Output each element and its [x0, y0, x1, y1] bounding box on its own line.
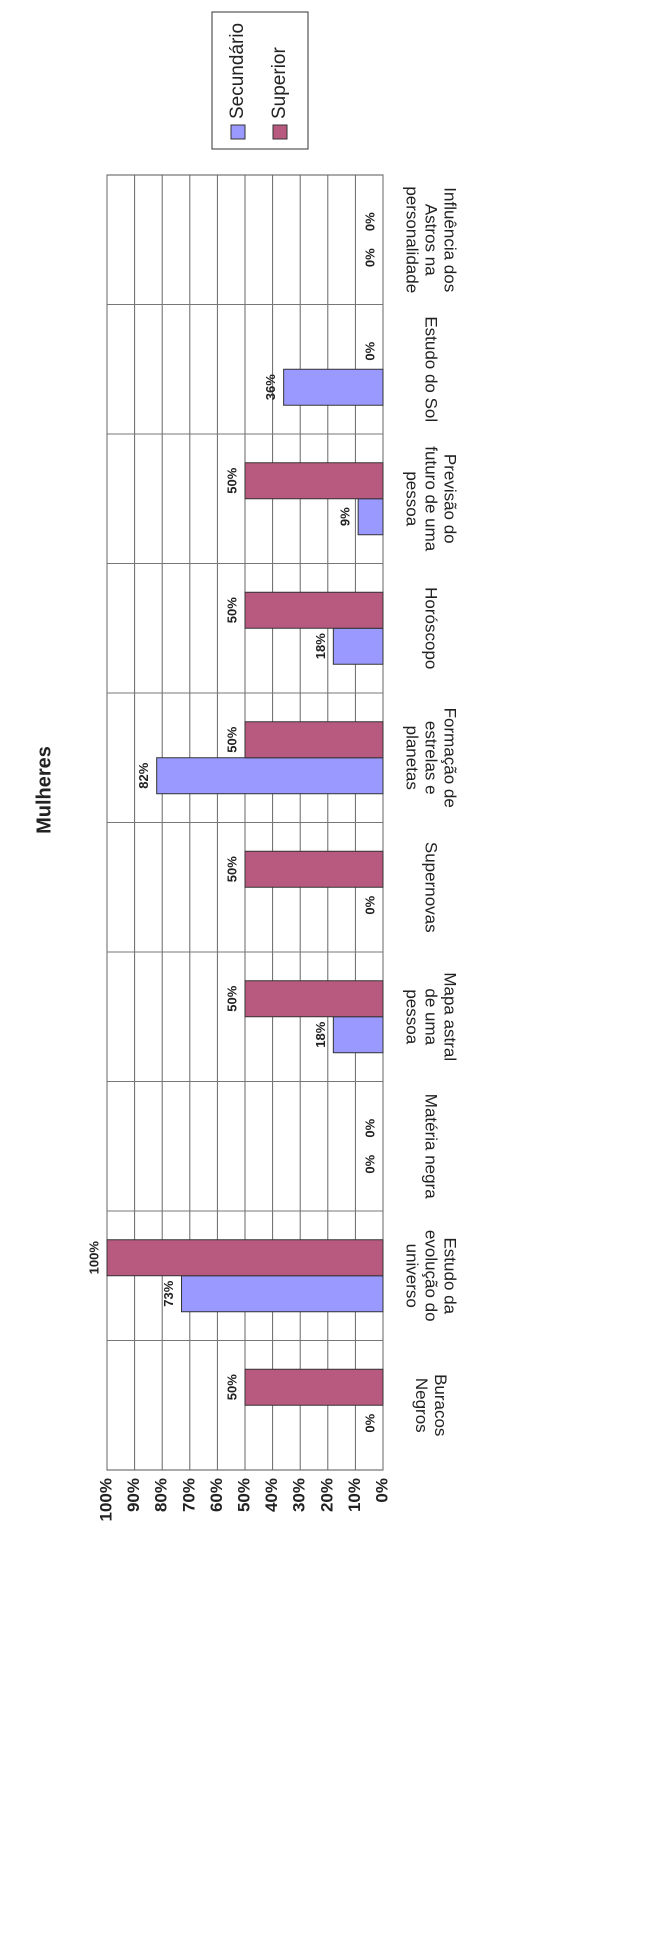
x-tick-label: Influência dos: [441, 187, 460, 292]
y-tick-label: 30%: [290, 1478, 309, 1512]
x-tick-label: de uma: [422, 988, 441, 1045]
value-label: 50%: [224, 467, 239, 493]
value-label: 50%: [224, 597, 239, 623]
value-label: 50%: [224, 985, 239, 1011]
x-tick-label: universo: [403, 1244, 422, 1308]
x-tick-label: personalidade: [403, 186, 422, 293]
legend-box: [211, 11, 309, 150]
legend: Secundário Superior: [211, 11, 309, 150]
value-label: 50%: [224, 856, 239, 882]
x-tick-label: Matéria negra: [422, 1094, 441, 1199]
y-tick-label: 0%: [372, 1478, 391, 1503]
legend-swatch: [272, 124, 288, 140]
value-label: 0%: [362, 248, 377, 267]
value-label: 100%: [86, 1241, 101, 1275]
value-label: 0%: [362, 341, 377, 360]
category-label: Matéria negra: [422, 1094, 441, 1199]
x-tick-label: estrelas e: [422, 721, 441, 795]
bar: [106, 1239, 384, 1277]
value-label: 36%: [263, 374, 278, 400]
bar: [244, 462, 384, 500]
rotated-chart: Mulheres 0% 10% 20% 30% 40% 50% 60% 70% 80% 90% 10…: [33, 11, 460, 1521]
y-tick-label: 70%: [179, 1478, 198, 1512]
x-tick-label: Mapa astral: [441, 972, 460, 1061]
y-tick-label: 100%: [96, 1478, 115, 1521]
chart-title: Mulheres: [33, 746, 55, 834]
value-label: 50%: [224, 1374, 239, 1400]
bar: [244, 1368, 384, 1406]
bar: [283, 368, 384, 406]
bar: [244, 850, 384, 888]
x-tick-label: pessoa: [403, 471, 422, 526]
x-tick-label: evolução do: [422, 1230, 441, 1322]
category-label: Horóscopo: [422, 587, 441, 669]
category-label: Estudo do Sol: [422, 316, 441, 422]
category-label: Supernovas: [422, 842, 441, 933]
x-tick-label: planetas: [403, 726, 422, 790]
value-label: 0%: [362, 895, 377, 914]
y-tick-label: 50%: [234, 1478, 253, 1512]
x-tick-label: pessoa: [403, 989, 422, 1044]
bar: [357, 498, 384, 536]
y-tick-label: 90%: [124, 1478, 143, 1512]
value-label: 18%: [313, 633, 328, 659]
value-label: 0%: [362, 1413, 377, 1432]
y-tick-label: 60%: [207, 1478, 226, 1512]
x-tick-label: Horóscopo: [422, 587, 441, 669]
x-tick-label: futuro de uma: [422, 446, 441, 551]
value-label: 9%: [338, 507, 353, 526]
legend-swatch: [230, 124, 246, 140]
x-tick-label: Negros: [412, 1378, 431, 1433]
bar: [332, 1016, 384, 1054]
value-label: 0%: [362, 212, 377, 231]
x-tick-label: Previsão do: [441, 454, 460, 544]
value-label: 82%: [136, 762, 151, 788]
bar: [244, 980, 384, 1018]
bar: [332, 627, 384, 665]
value-label: 18%: [313, 1021, 328, 1047]
x-tick-label: Buracos: [431, 1374, 450, 1436]
x-tick-label: Estudo do Sol: [422, 316, 441, 422]
bar: [181, 1275, 384, 1313]
bar: [244, 721, 384, 759]
y-tick-label: 40%: [262, 1478, 281, 1512]
value-label: 50%: [224, 726, 239, 752]
x-tick-label: Estudo da: [441, 1237, 460, 1314]
y-tick-label: 80%: [152, 1478, 171, 1512]
y-tick-label: 20%: [317, 1478, 336, 1512]
legend-label: Secundário: [227, 23, 248, 119]
x-tick-label: Supernovas: [422, 842, 441, 933]
x-tick-label: Astros na: [422, 204, 441, 276]
y-tick-label: 10%: [345, 1478, 364, 1512]
bar: [244, 591, 384, 629]
x-tick-label: Formação de: [441, 708, 460, 808]
value-label: 0%: [362, 1154, 377, 1173]
bar: [156, 757, 384, 795]
value-label: 73%: [161, 1280, 176, 1306]
value-label: 0%: [362, 1118, 377, 1137]
legend-label: Superior: [269, 47, 290, 119]
